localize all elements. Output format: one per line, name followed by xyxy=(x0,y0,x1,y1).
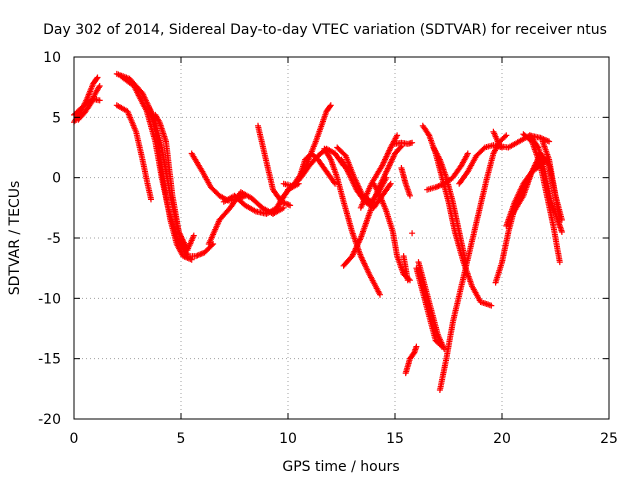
plus-marker-track xyxy=(285,150,339,193)
sat-track-32 xyxy=(436,132,510,393)
sat-track-05 xyxy=(113,102,154,203)
sat-track-20 xyxy=(357,132,401,211)
y-tick-label: 5 xyxy=(52,110,61,126)
sat-track-28 xyxy=(413,265,446,350)
plus-marker-track xyxy=(413,265,446,350)
plus-marker-track xyxy=(430,144,469,266)
plus-marker-track xyxy=(340,143,405,269)
plus-marker-track xyxy=(402,343,420,377)
sat-track-35 xyxy=(492,156,544,286)
plus-marker-track xyxy=(424,150,471,193)
x-axis-label: GPS time / hours xyxy=(282,459,399,475)
axis-ticks: 0 5 10 15 20 25 -20 -15 -10 -5 0 5 10 xyxy=(38,50,618,447)
sat-track-33 xyxy=(456,142,505,187)
sat-track-26 xyxy=(409,230,416,237)
sat-track-06 xyxy=(118,73,217,260)
sat-track-40 xyxy=(539,138,563,223)
x-tick-label: 0 xyxy=(70,431,79,447)
y-tick-label: -20 xyxy=(38,412,61,428)
sat-track-22 xyxy=(398,165,413,199)
grid-lines xyxy=(74,57,609,419)
plus-marker-track xyxy=(526,132,565,235)
y-tick-label: -5 xyxy=(47,231,61,247)
plus-marker-track xyxy=(118,73,217,260)
plus-marker-track xyxy=(398,165,413,199)
y-tick-label: -15 xyxy=(38,352,61,368)
sat-track-21 xyxy=(370,180,413,284)
plus-marker-track xyxy=(370,180,413,284)
y-tick-label: -10 xyxy=(38,291,61,307)
sat-track-08 xyxy=(152,111,191,260)
sat-track-03 xyxy=(75,83,103,123)
plus-marker-track xyxy=(409,230,416,237)
plus-marker-track xyxy=(113,102,154,203)
sat-track-31 xyxy=(430,144,469,266)
x-tick-label: 25 xyxy=(600,431,618,447)
plus-marker-track xyxy=(436,132,510,393)
x-tick-label: 20 xyxy=(493,431,511,447)
plus-marker-track xyxy=(492,156,544,286)
plus-marker-track xyxy=(152,111,191,260)
y-axis-label: SDTVAR / TECUs xyxy=(7,181,23,296)
x-tick-label: 5 xyxy=(177,431,186,447)
plus-marker-track xyxy=(539,138,563,223)
sat-track-29 xyxy=(415,259,448,352)
plus-marker-track xyxy=(400,253,411,284)
plus-marker-track xyxy=(456,142,505,187)
x-tick-label: 15 xyxy=(386,431,404,447)
plus-marker-track xyxy=(392,139,416,147)
y-tick-label: 0 xyxy=(52,171,61,187)
sat-track-15 xyxy=(285,150,339,193)
data-points xyxy=(71,70,565,393)
plus-marker-track xyxy=(75,83,103,123)
sat-track-30 xyxy=(424,150,471,193)
sat-track-39 xyxy=(526,132,565,235)
plus-marker-track xyxy=(415,259,448,352)
sat-track-25 xyxy=(402,343,420,377)
sat-track-19 xyxy=(340,143,405,269)
sat-track-24 xyxy=(400,253,411,284)
plus-marker-track xyxy=(357,132,401,211)
sat-track-23 xyxy=(392,139,416,147)
chart-title: Day 302 of 2014, Sidereal Day-to-day VTE… xyxy=(43,22,607,38)
y-tick-label: 10 xyxy=(43,50,61,66)
plus-marker-track xyxy=(270,102,334,217)
sat-track-13 xyxy=(270,102,334,217)
x-tick-label: 10 xyxy=(279,431,297,447)
